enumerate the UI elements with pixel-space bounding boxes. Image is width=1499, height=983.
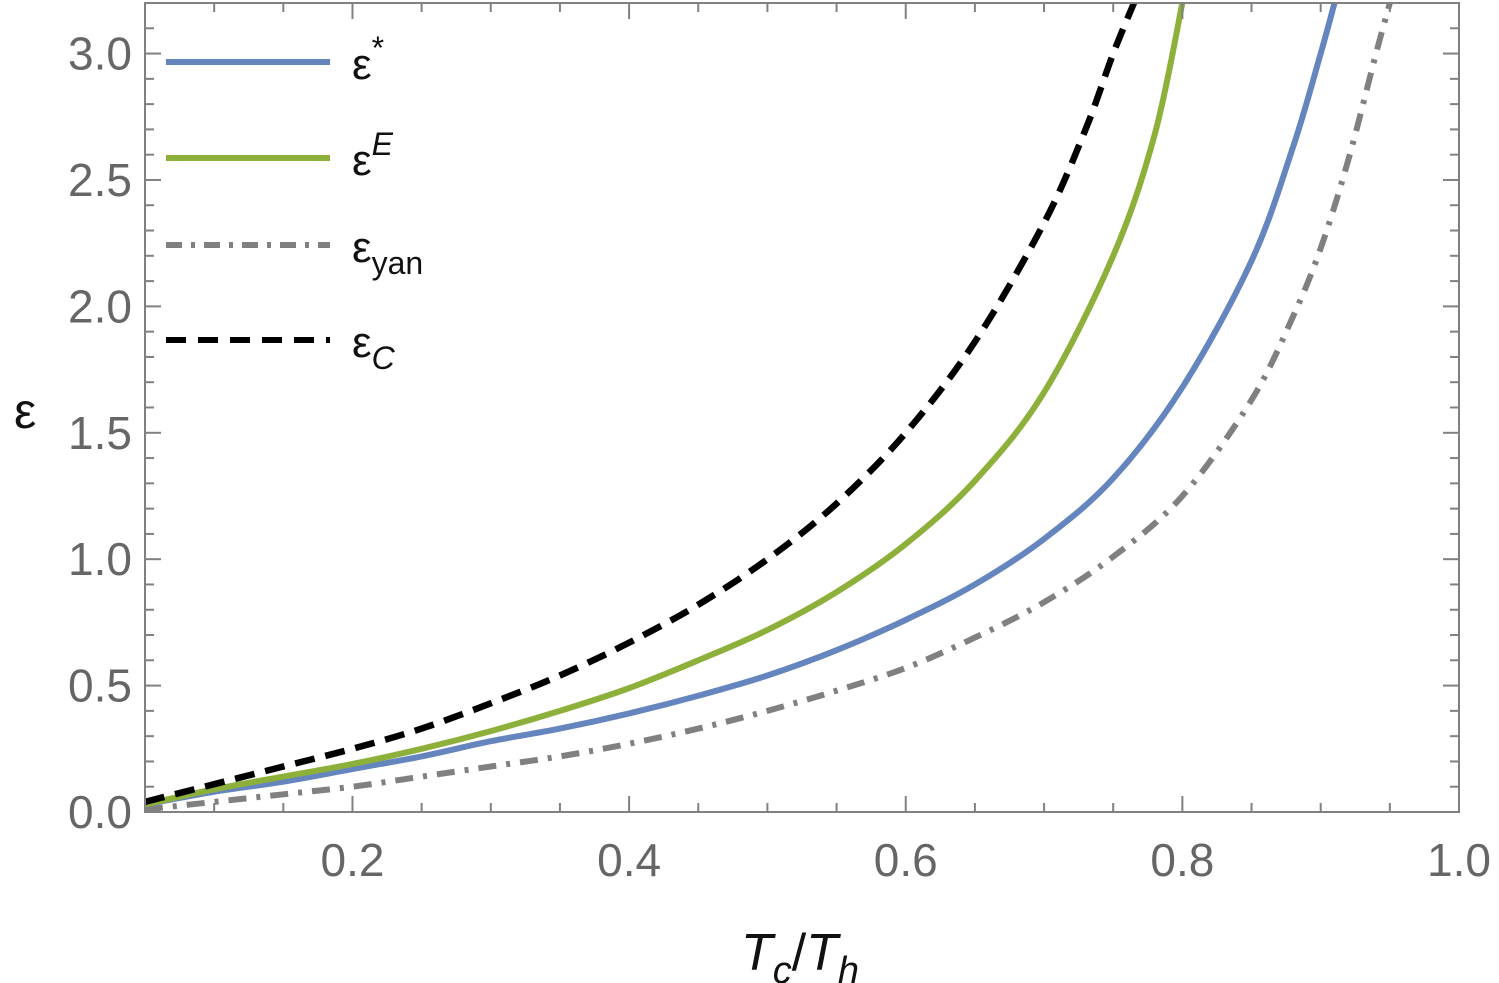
x-tick-label: 0.6 [874,834,938,886]
series-line-eps-star [145,3,1338,808]
x-tick-label: 0.4 [597,834,661,886]
y-tick-label: 2.0 [68,280,132,332]
y-tick-label: 2.5 [68,154,132,206]
y-tick-label: 1.5 [68,407,132,459]
x-tick-label: 0.8 [1150,834,1214,886]
legend: ε* εE εyan εC [166,30,423,376]
x-tick-label: 0.2 [320,834,384,886]
x-axis-label-main: T [741,924,776,982]
ticks-layer: 0.2 0.4 0.6 0.8 1.0 0.0 0.5 1.0 1.5 2.0 2.5 3.0 [68,2,1491,886]
x-axis-label-sub2: h [838,950,859,983]
series-layer [145,3,1393,812]
legend-label-eps-E: εE [352,126,394,185]
x-axis-label: Tc/Th [741,924,859,983]
legend-label-eps-C: εC [352,318,396,376]
x-axis-label-main2: T [806,924,841,982]
legend-label-eps-yan: εyan [352,223,423,281]
y-tick-label: 3.0 [68,28,132,80]
series-line-eps-yan [145,3,1393,812]
x-axis-label-sub1: c [773,950,792,983]
y-axis-label: ε [14,383,36,439]
series-line-eps-C [145,3,1137,806]
y-tick-label: 0.0 [68,786,132,838]
series-line-eps-E [145,3,1186,808]
y-tick-label: 0.5 [68,660,132,712]
x-tick-label: 1.0 [1427,834,1491,886]
y-tick-label: 1.0 [68,533,132,585]
x-axis-label-slash: / [792,924,807,982]
legend-label-eps-star: ε* [352,30,384,89]
